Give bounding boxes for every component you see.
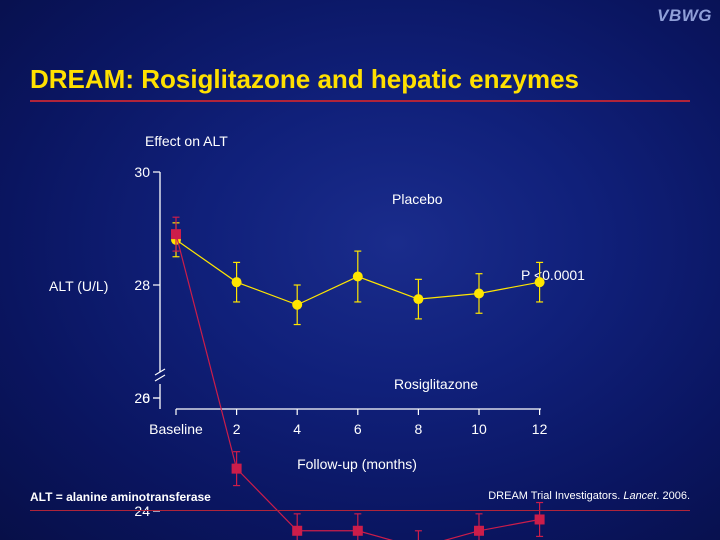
- data-point-circle: [352, 271, 363, 282]
- slide-title: DREAM: Rosiglitazone and hepatic enzymes: [30, 64, 579, 94]
- footnote: ALT = alanine aminotransferase: [30, 490, 211, 504]
- data-point-square: [231, 463, 242, 474]
- p-value-annotation: P <0.0001: [521, 267, 585, 283]
- x-tick-label: 10: [471, 421, 487, 437]
- x-tick-label: 4: [293, 421, 301, 437]
- y-tick-label: 28: [134, 277, 150, 293]
- data-point-square: [171, 229, 181, 240]
- data-point-circle: [292, 299, 303, 310]
- citation-year: . 2006.: [656, 490, 690, 502]
- x-tick-label: 2: [233, 421, 241, 437]
- footer-divider: [30, 510, 690, 511]
- x-axis-label: Follow-up (months): [297, 456, 417, 472]
- data-point-square: [352, 525, 363, 536]
- title-divider: [30, 100, 690, 102]
- y-tick-label: 26: [134, 390, 150, 406]
- y-axis-label: ALT (U/L): [49, 278, 108, 294]
- data-point-square: [292, 525, 303, 536]
- vbwg-logo: VBWG: [657, 6, 712, 25]
- y-tick-label: 0: [142, 390, 150, 406]
- data-point-circle: [231, 277, 242, 288]
- x-tick-label: 6: [354, 421, 362, 437]
- citation-journal: Lancet: [623, 490, 657, 502]
- chart-series: [171, 216, 545, 540]
- data-point-square: [474, 525, 484, 536]
- series-label-rosiglitazone: Rosiglitazone: [394, 376, 478, 392]
- chart-title: Effect on ALT: [145, 133, 228, 149]
- citation-authors: DREAM Trial Investigators.: [488, 490, 621, 502]
- data-point-circle: [534, 277, 545, 288]
- data-point-square: [534, 514, 545, 525]
- y-tick-label: 24: [134, 503, 150, 519]
- data-point-circle: [474, 288, 484, 299]
- data-point-circle: [413, 294, 424, 305]
- x-tick-label: 8: [415, 421, 423, 437]
- citation: DREAM Trial Investigators. Lancet. 2006.: [488, 490, 690, 502]
- axis-break-mark: [154, 374, 166, 382]
- series-label-placebo: Placebo: [392, 191, 443, 207]
- y-tick-label: 30: [134, 164, 150, 180]
- axis-break-mark: [154, 368, 166, 376]
- x-tick-label: 12: [532, 421, 548, 437]
- x-tick-label: Baseline: [149, 421, 203, 437]
